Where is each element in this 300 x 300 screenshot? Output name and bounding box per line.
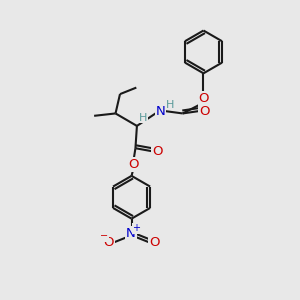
Text: N: N [156,105,166,118]
Text: H: H [139,112,147,123]
Text: O: O [128,158,138,171]
Text: N: N [126,227,136,240]
Text: +: + [132,224,140,233]
Text: O: O [152,145,162,158]
Text: −: − [100,232,108,242]
Text: O: O [198,92,209,105]
Text: O: O [199,105,210,118]
Text: O: O [104,236,114,249]
Text: H: H [166,100,174,110]
Text: O: O [149,236,159,249]
